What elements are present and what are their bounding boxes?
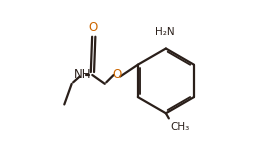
Text: NH: NH xyxy=(74,69,92,81)
Text: O: O xyxy=(112,69,121,81)
Text: H₂N: H₂N xyxy=(155,27,175,38)
Text: O: O xyxy=(88,21,98,34)
Text: CH₃: CH₃ xyxy=(170,122,190,132)
